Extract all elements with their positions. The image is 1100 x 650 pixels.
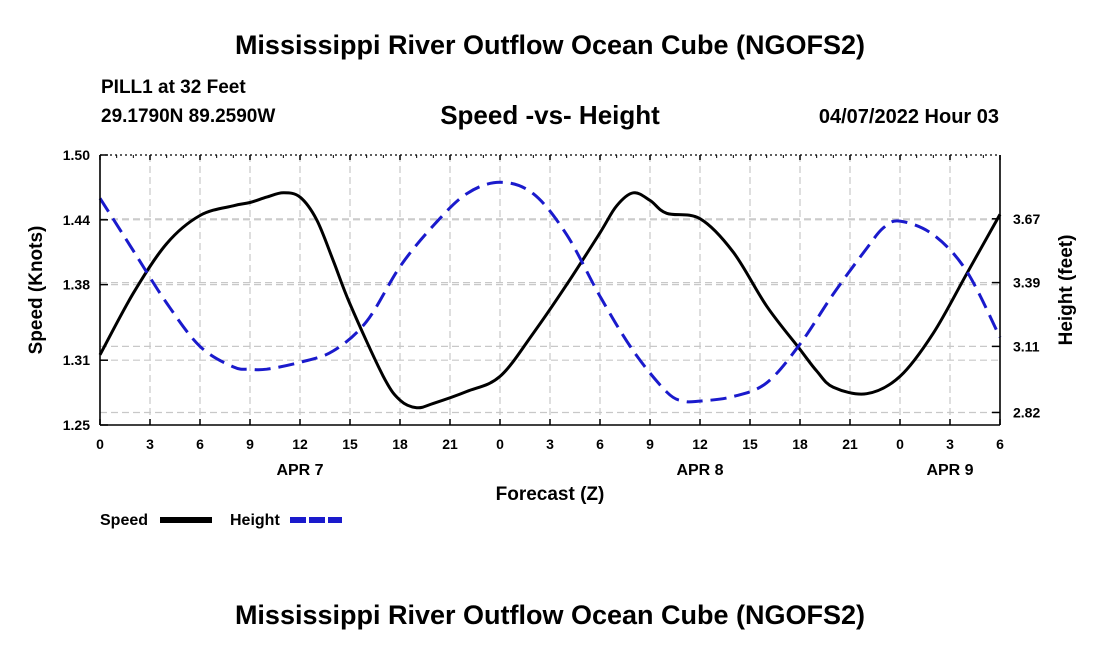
x-tick-label: 9 [246,436,254,452]
station-label: PILL1 at 32 Feet [101,77,246,98]
y2-tick-label: 3.39 [1013,275,1040,291]
speed-legend-label: Speed [100,512,148,529]
y2-tick-label: 3.67 [1013,211,1040,227]
axes: 0 3 6 9 12 15 18 21 0 3 6 9 12 15 18 21 0 3 6 APR 7 APR 8 APR… [63,147,1041,479]
date-label: APR 7 [276,462,323,479]
y-tick-label: 1.38 [63,277,90,293]
x-tick-label: 9 [646,436,654,452]
x-tick-label: 3 [546,436,554,452]
x-tick-label: 15 [342,436,358,452]
x-tick-label: 6 [596,436,604,452]
x-tick-label: 12 [292,436,308,452]
speed-series-line [98,191,1002,410]
y2-tick-label: 2.82 [1013,404,1040,420]
y-tick-label: 1.50 [63,147,90,163]
series-layer [98,180,1002,410]
x-tick-label: 21 [442,436,458,452]
x-axis-title: Forecast (Z) [496,484,605,505]
grid [100,155,1000,425]
chart-subtitle: Speed -vs- Height [440,100,660,130]
x-tick-label: 18 [392,436,408,452]
x-tick-label: 6 [996,436,1004,452]
footer-title: Mississippi River Outflow Ocean Cube (NG… [234,600,866,630]
height-series-line [98,180,1002,404]
x-tick-label: 0 [96,436,104,452]
y-tick-label: 1.31 [63,352,90,368]
y-tick-label: 1.25 [63,417,90,433]
y-tick-label: 1.44 [63,212,90,228]
page-title: Mississippi River Outflow Ocean Cube (NG… [234,30,866,60]
y-axis-title: Speed (Knots) [26,226,47,355]
x-tick-label: 18 [792,436,808,452]
legend: Speed Height [100,512,342,529]
x-tick-label: 6 [196,436,204,452]
forecast-datetime: 04/07/2022 Hour 03 [818,106,999,128]
x-tick-label: 0 [496,436,504,452]
x-tick-label: 3 [946,436,954,452]
y2-axis-title: Height (feet) [1056,235,1077,346]
x-tick-label: 3 [146,436,154,452]
x-tick-label: 12 [692,436,708,452]
y2-tick-label: 3.11 [1013,338,1040,354]
x-tick-label: 21 [842,436,858,452]
date-label: APR 9 [926,462,973,479]
coordinates-label: 29.1790N 89.2590W [101,106,276,127]
height-legend-label: Height [230,512,280,529]
x-tick-label: 15 [742,436,758,452]
x-tick-label: 0 [896,436,904,452]
axis-labels: Forecast (Z) Speed (Knots) Height (feet) [26,226,1077,505]
date-label: APR 8 [676,462,723,479]
